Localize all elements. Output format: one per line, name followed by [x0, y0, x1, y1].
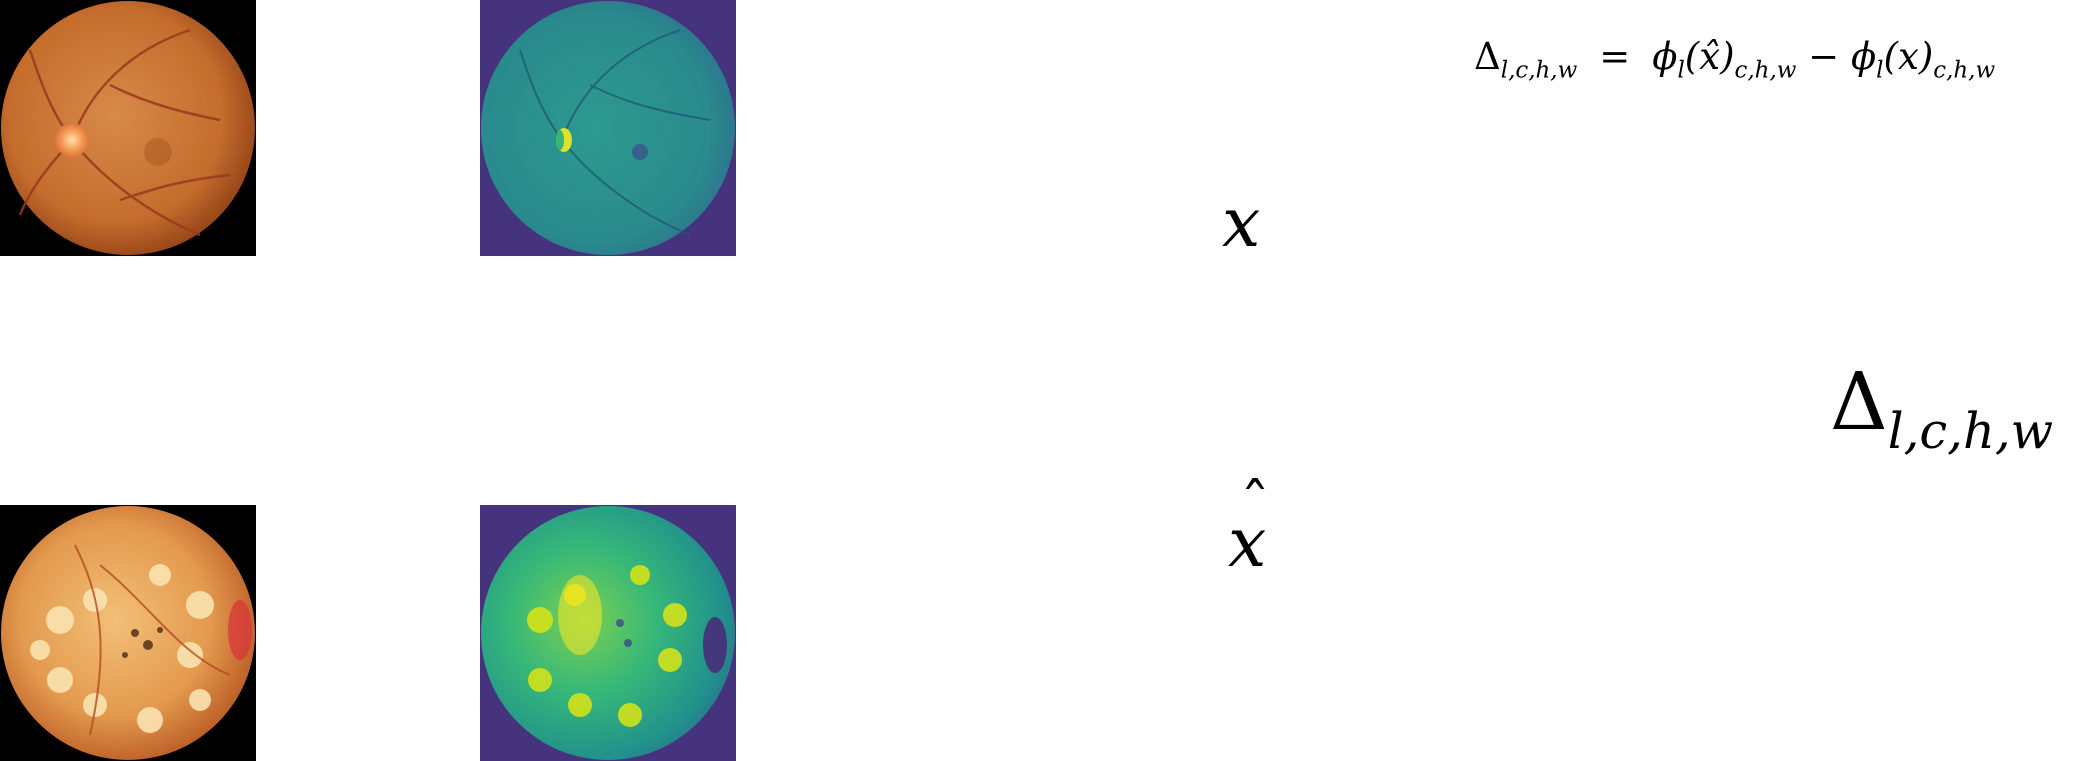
- equation-phi-2-sub: l: [1876, 57, 1884, 84]
- label-delta-symbol: Δ: [1830, 355, 1888, 448]
- label-x: x: [1222, 184, 1261, 263]
- label-delta-subscript: l,c,h,w: [1887, 401, 2054, 460]
- equation-minus: −: [1808, 35, 1840, 78]
- fundus-image-x-hat: [0, 505, 256, 761]
- difference-equation: Δl,c,h,w = ϕl(x̂)c,h,w − ϕl(x)c,h,w: [1474, 38, 1995, 83]
- equation-x-arg: (x): [1883, 35, 1934, 78]
- equation-phi-1: ϕ: [1652, 35, 1678, 78]
- equation-x-hat-arg: (x̂): [1684, 35, 1735, 78]
- fundus-image-x: [0, 0, 256, 256]
- equation-rhs-subscript-1: c,h,w: [1734, 57, 1797, 84]
- equation-phi-1-sub: l: [1677, 57, 1685, 84]
- label-x-hat-base: x: [1228, 504, 1267, 583]
- equation-lhs-subscript: l,c,h,w: [1500, 57, 1578, 84]
- label-x-hat-accent: ˆ: [1240, 471, 1270, 541]
- equation-delta: Δ: [1474, 35, 1501, 78]
- equation-phi-2: ϕ: [1850, 35, 1877, 78]
- equation-rhs-subscript-2: c,h,w: [1933, 57, 1996, 84]
- label-delta: Δl,c,h,w: [1830, 362, 2053, 456]
- feature-map-x: [480, 0, 736, 256]
- feature-map-x-hat: [480, 505, 736, 761]
- label-x-hat: ˆ x: [1228, 476, 1270, 578]
- equation-equals: =: [1599, 35, 1631, 78]
